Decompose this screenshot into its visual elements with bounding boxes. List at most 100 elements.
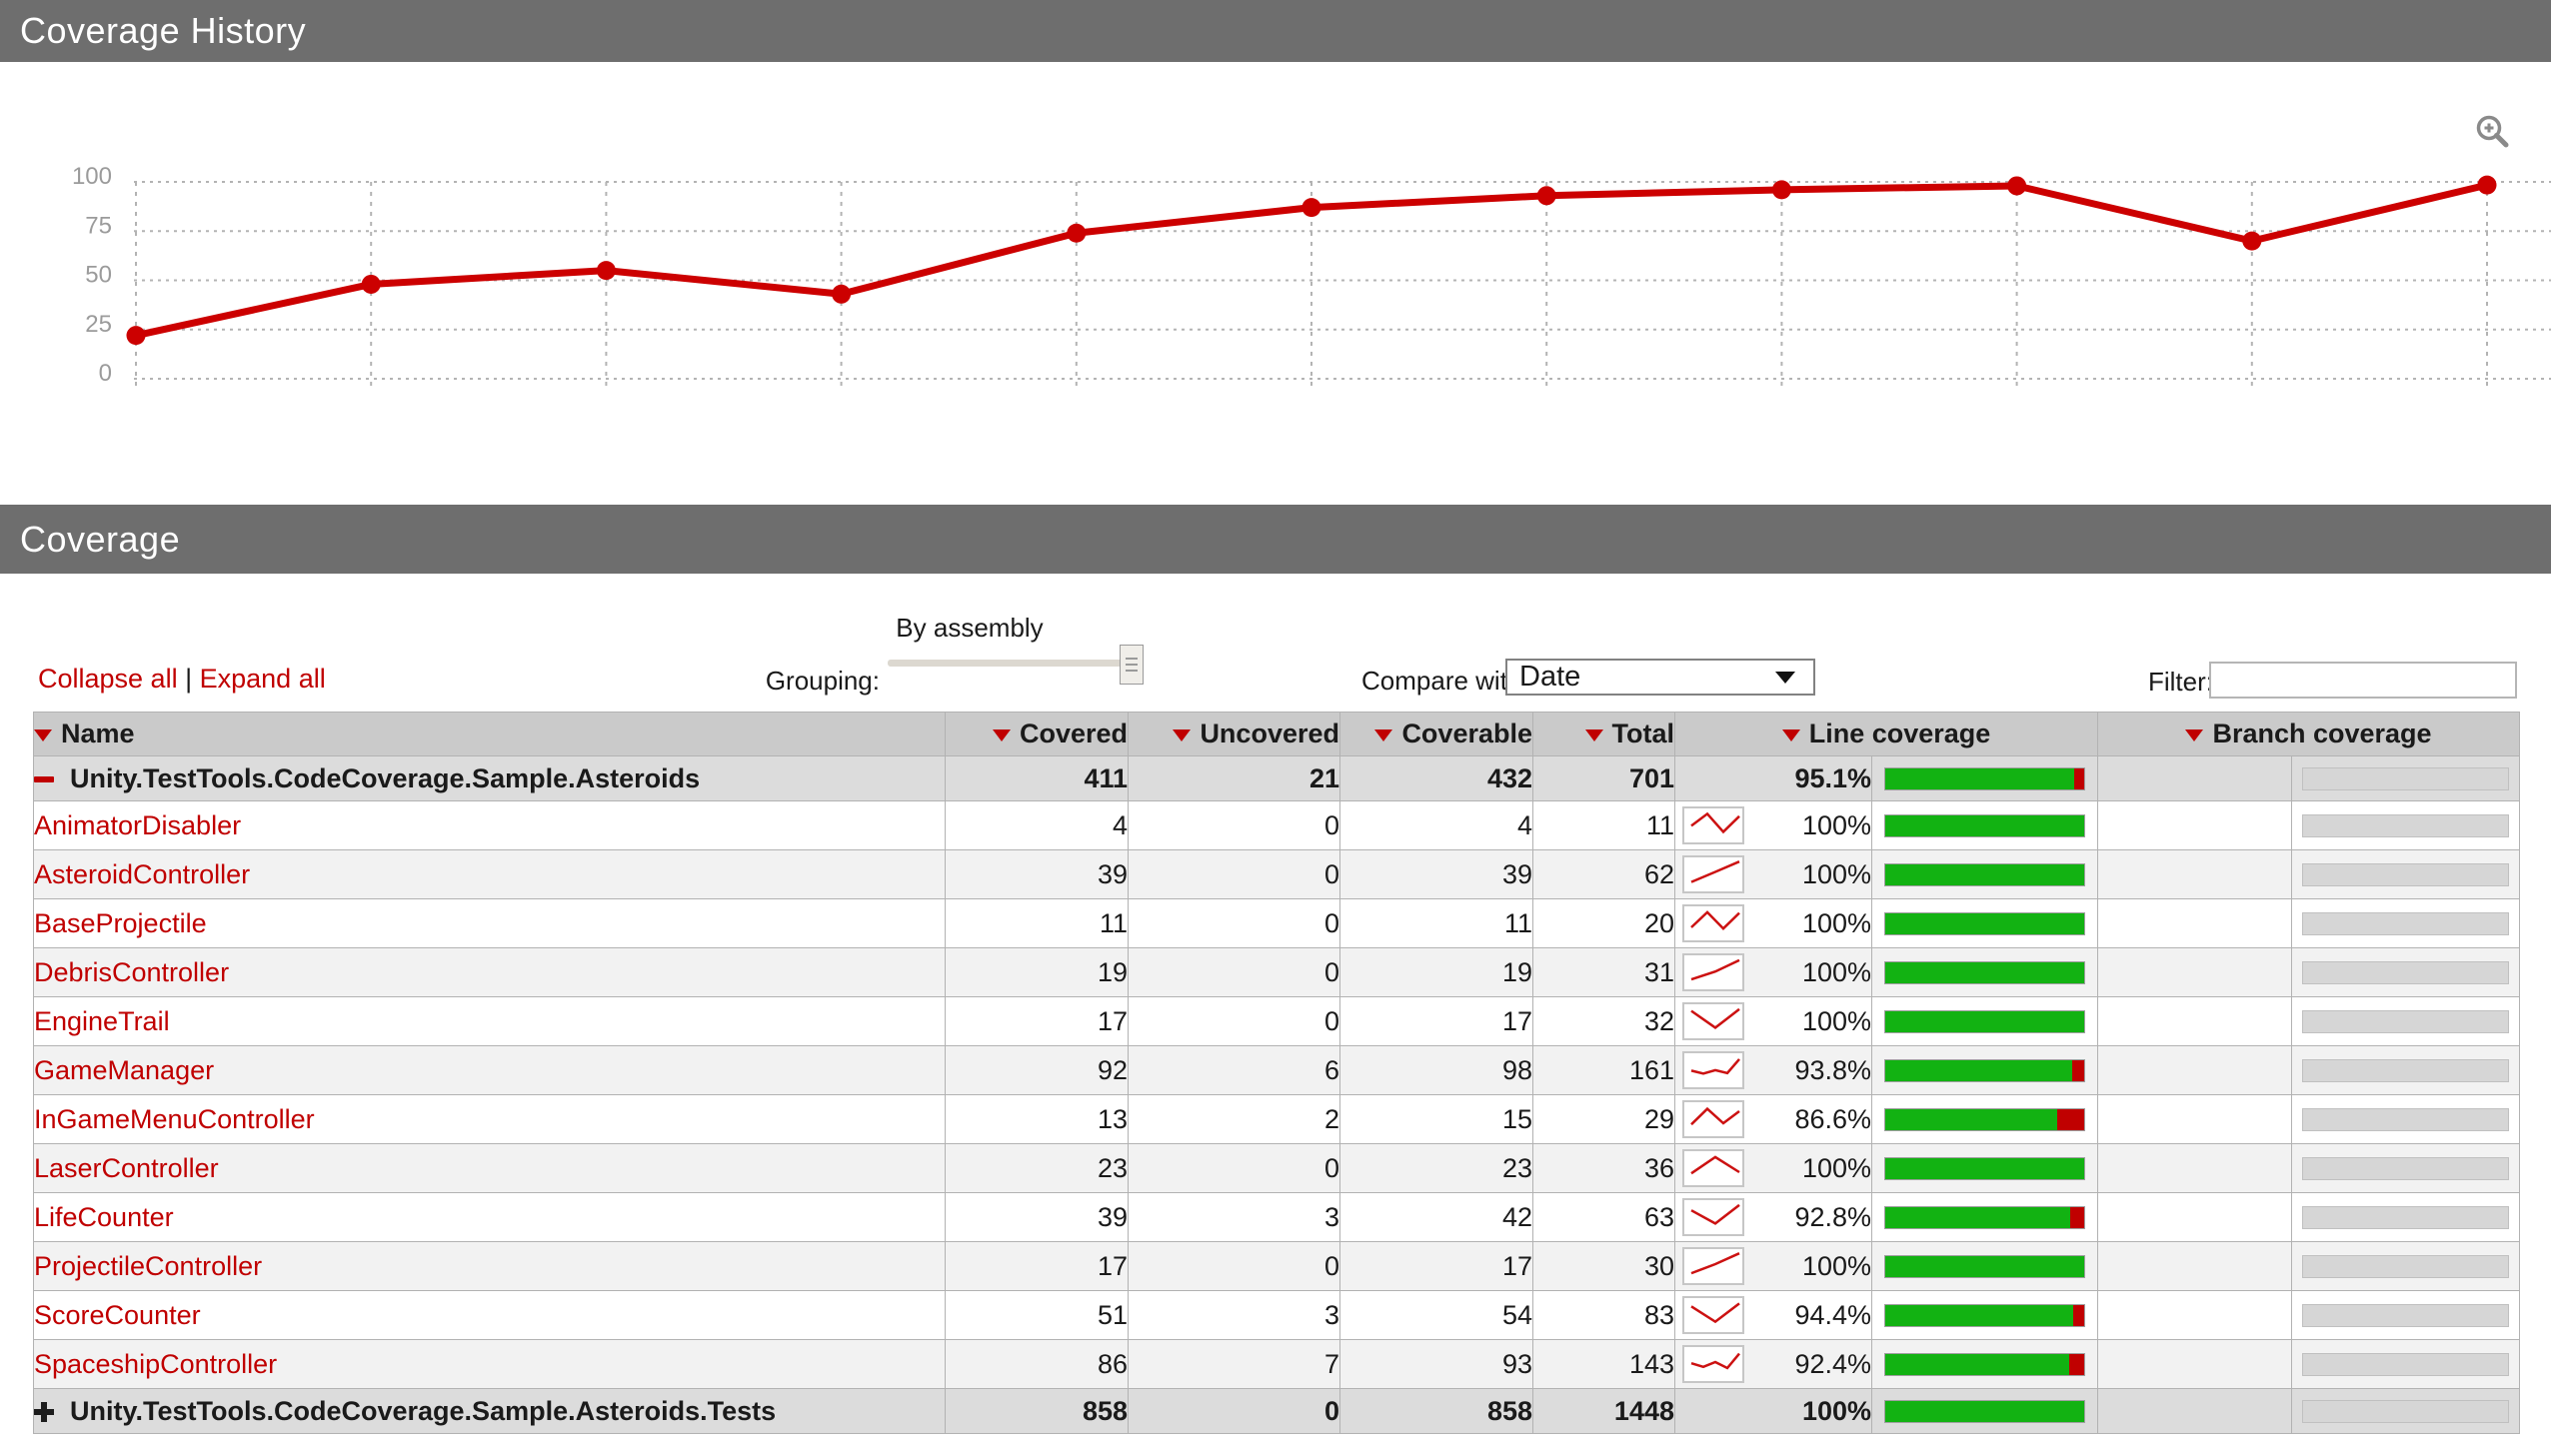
coverage-section-header: Coverage bbox=[0, 505, 2551, 574]
y-axis-tick-label: 75 bbox=[85, 212, 112, 239]
class-row: GameManager 92 6 98 161 93.8% bbox=[33, 1045, 2521, 1095]
data-point bbox=[2477, 175, 2497, 195]
column-header-line-coverage[interactable]: Line coverage bbox=[1673, 712, 2099, 756]
sort-arrow-icon[interactable] bbox=[1374, 728, 1393, 741]
compare-with-label: Compare with: bbox=[1361, 666, 1529, 696]
class-name-link[interactable]: InGameMenuController bbox=[34, 1103, 315, 1134]
magnifier-plus-icon[interactable] bbox=[2473, 112, 2513, 152]
total-value: 161 bbox=[1532, 1045, 1675, 1095]
column-header-uncovered[interactable]: Uncovered bbox=[1128, 712, 1340, 756]
history-sparkline[interactable] bbox=[1682, 953, 1744, 991]
sort-arrow-icon[interactable] bbox=[2185, 728, 2204, 741]
uncovered-value: 0 bbox=[1128, 996, 1340, 1046]
column-header-name[interactable]: Name bbox=[33, 712, 946, 756]
sort-arrow-icon[interactable] bbox=[1781, 728, 1800, 741]
data-point bbox=[1067, 223, 1087, 243]
data-point bbox=[2007, 176, 2027, 196]
class-name-link[interactable]: DebrisController bbox=[34, 956, 230, 987]
history-sparkline[interactable] bbox=[1682, 1198, 1744, 1236]
covered-value: 39 bbox=[945, 849, 1129, 899]
column-header-label: Branch coverage bbox=[2212, 719, 2432, 748]
branch-coverage-percent bbox=[2097, 1143, 2293, 1193]
sort-arrow-icon[interactable] bbox=[992, 728, 1011, 741]
expand-plus-icon[interactable] bbox=[34, 1402, 54, 1423]
link-separator: | bbox=[185, 664, 193, 694]
class-name-link[interactable]: BaseProjectile bbox=[34, 907, 207, 938]
class-row: ScoreCounter 51 3 54 83 94.4% bbox=[33, 1290, 2521, 1340]
sort-arrow-icon[interactable] bbox=[1173, 728, 1192, 741]
coverage-table: Name Covered Uncovered Coverable Total Line c… bbox=[33, 712, 2521, 1434]
class-name-link[interactable]: LaserController bbox=[34, 1152, 219, 1183]
grouping-slider-handle[interactable] bbox=[1120, 645, 1144, 685]
class-name-link[interactable]: ScoreCounter bbox=[34, 1299, 201, 1330]
class-name-link[interactable]: LifeCounter bbox=[34, 1201, 174, 1232]
column-header-coverable[interactable]: Coverable bbox=[1339, 712, 1533, 756]
uncovered-value: 3 bbox=[1128, 1290, 1340, 1340]
line-coverage-percent: 92.8% bbox=[1794, 1201, 1871, 1232]
column-header-covered[interactable]: Covered bbox=[945, 712, 1129, 756]
covered-value: 86 bbox=[945, 1339, 1129, 1389]
branch-coverage-percent bbox=[2097, 1094, 2293, 1144]
collapse-all-link[interactable]: Collapse all bbox=[38, 664, 178, 694]
coverable-value: 98 bbox=[1339, 1045, 1533, 1095]
branch-coverage-bar bbox=[2302, 960, 2510, 984]
filter-input[interactable] bbox=[2209, 662, 2517, 699]
branch-coverage-percent bbox=[2097, 1290, 2293, 1340]
total-value: 83 bbox=[1532, 1290, 1675, 1340]
history-sparkline[interactable] bbox=[1682, 855, 1744, 893]
branch-coverage-bar bbox=[2302, 1156, 2510, 1180]
column-header-label: Line coverage bbox=[1808, 719, 1991, 748]
total-value: 1448 bbox=[1532, 1388, 1675, 1434]
class-row: AnimatorDisabler 4 0 4 11 100% bbox=[33, 800, 2521, 850]
branch-coverage-percent bbox=[2097, 1241, 2293, 1291]
history-sparkline[interactable] bbox=[1682, 904, 1744, 942]
line-coverage-percent: 92.4% bbox=[1794, 1348, 1871, 1379]
history-sparkline[interactable] bbox=[1682, 1247, 1744, 1285]
history-sparkline[interactable] bbox=[1682, 1345, 1744, 1383]
history-sparkline[interactable] bbox=[1682, 1002, 1744, 1040]
expand-all-link[interactable]: Expand all bbox=[199, 664, 326, 694]
column-header-branch-coverage[interactable]: Branch coverage bbox=[2097, 712, 2521, 756]
assembly-group-row: Unity.TestTools.CodeCoverage.Sample.Aste… bbox=[33, 1388, 2521, 1434]
class-name-link[interactable]: ProjectileController bbox=[34, 1250, 263, 1281]
history-sparkline[interactable] bbox=[1682, 1296, 1744, 1334]
collapse-minus-icon[interactable] bbox=[34, 776, 54, 783]
line-coverage-bar bbox=[1884, 766, 2085, 790]
uncovered-value: 0 bbox=[1128, 849, 1340, 899]
total-value: 20 bbox=[1532, 898, 1675, 948]
history-sparkline[interactable] bbox=[1682, 806, 1744, 844]
total-value: 11 bbox=[1532, 800, 1675, 850]
class-row: LifeCounter 39 3 42 63 92.8% bbox=[33, 1192, 2521, 1242]
history-sparkline[interactable] bbox=[1682, 1051, 1744, 1089]
class-name-link[interactable]: AnimatorDisabler bbox=[34, 809, 242, 840]
history-sparkline[interactable] bbox=[1682, 1100, 1744, 1138]
line-coverage-percent: 86.6% bbox=[1794, 1103, 1871, 1134]
column-header-label: Covered bbox=[1019, 719, 1128, 748]
line-coverage-percent: 100% bbox=[1801, 858, 1871, 889]
class-name-link[interactable]: GameManager bbox=[34, 1054, 215, 1085]
class-row: SpaceshipController 86 7 93 143 92.4% bbox=[33, 1339, 2521, 1389]
class-row: AsteroidController 39 0 39 62 100% bbox=[33, 849, 2521, 899]
coverage-history-title: Coverage History bbox=[20, 10, 307, 51]
assembly-name[interactable]: Unity.TestTools.CodeCoverage.Sample.Aste… bbox=[70, 1395, 777, 1426]
branch-coverage-percent bbox=[2097, 849, 2293, 899]
covered-value: 411 bbox=[945, 755, 1129, 801]
sort-arrow-icon[interactable] bbox=[1584, 728, 1603, 741]
grouping-slider-track[interactable] bbox=[888, 660, 1135, 667]
line-coverage-bar bbox=[1884, 1303, 2085, 1327]
uncovered-value: 0 bbox=[1128, 1388, 1340, 1434]
branch-coverage-bar bbox=[2302, 766, 2510, 790]
class-name-link[interactable]: EngineTrail bbox=[34, 1005, 170, 1036]
covered-value: 39 bbox=[945, 1192, 1129, 1242]
assembly-name[interactable]: Unity.TestTools.CodeCoverage.Sample.Aste… bbox=[70, 762, 701, 793]
class-name-link[interactable]: SpaceshipController bbox=[34, 1348, 278, 1379]
sort-arrow-icon[interactable] bbox=[34, 728, 52, 741]
total-value: 62 bbox=[1532, 849, 1675, 899]
compare-with-select[interactable]: Date bbox=[1505, 659, 1815, 696]
column-header-total[interactable]: Total bbox=[1532, 712, 1675, 756]
class-name-link[interactable]: AsteroidController bbox=[34, 858, 251, 889]
uncovered-value: 0 bbox=[1128, 1143, 1340, 1193]
history-sparkline[interactable] bbox=[1682, 1149, 1744, 1187]
line-coverage-bar bbox=[1884, 813, 2085, 837]
assembly-group-row: Unity.TestTools.CodeCoverage.Sample.Aste… bbox=[33, 755, 2521, 801]
